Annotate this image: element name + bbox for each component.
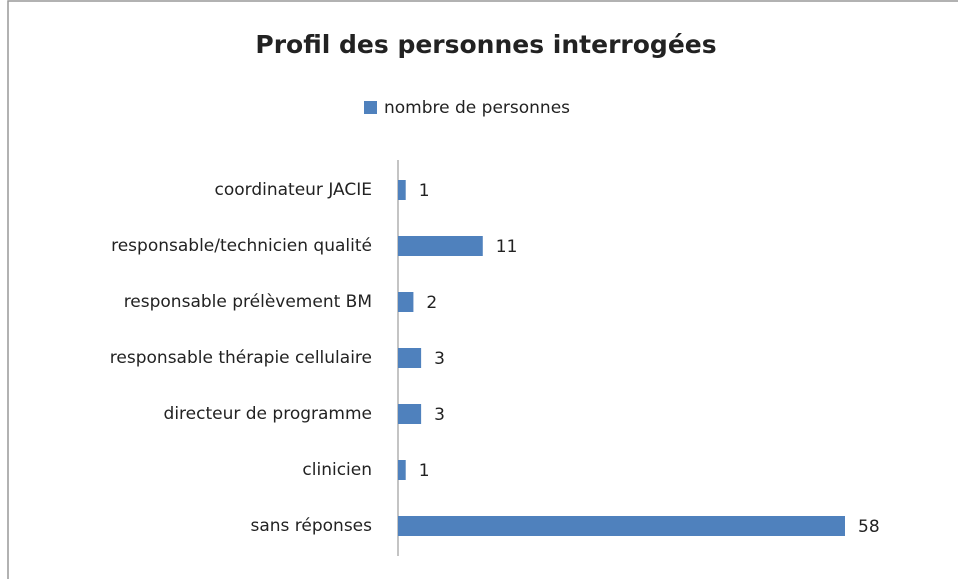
bar	[398, 236, 483, 256]
bar	[398, 516, 845, 536]
chart-title: Profil des personnes interrogées	[255, 30, 716, 59]
y-tick-label: responsable/technicien qualité	[111, 236, 372, 256]
y-tick-label: responsable prélèvement BM	[124, 292, 372, 312]
y-tick-label: clinicien	[302, 460, 372, 480]
bar	[398, 180, 406, 200]
data-label: 11	[496, 237, 518, 257]
data-label: 2	[426, 293, 437, 313]
y-tick-label: sans réponses	[250, 516, 372, 536]
bar	[398, 348, 422, 368]
chart-frame	[7, 0, 958, 579]
data-label: 1	[419, 181, 430, 201]
data-label: 58	[858, 517, 880, 537]
y-tick-label: coordinateur JACIE	[214, 180, 372, 200]
y-tick-label: responsable thérapie cellulaire	[110, 348, 372, 368]
bar	[398, 460, 406, 480]
bar	[398, 404, 422, 424]
legend-swatch	[364, 101, 377, 114]
data-label: 3	[434, 349, 445, 369]
data-label: 1	[419, 461, 430, 481]
legend-label: nombre de personnes	[384, 98, 570, 118]
y-tick-label: directeur de programme	[164, 404, 372, 424]
data-label: 3	[434, 405, 445, 425]
bar	[398, 292, 414, 312]
